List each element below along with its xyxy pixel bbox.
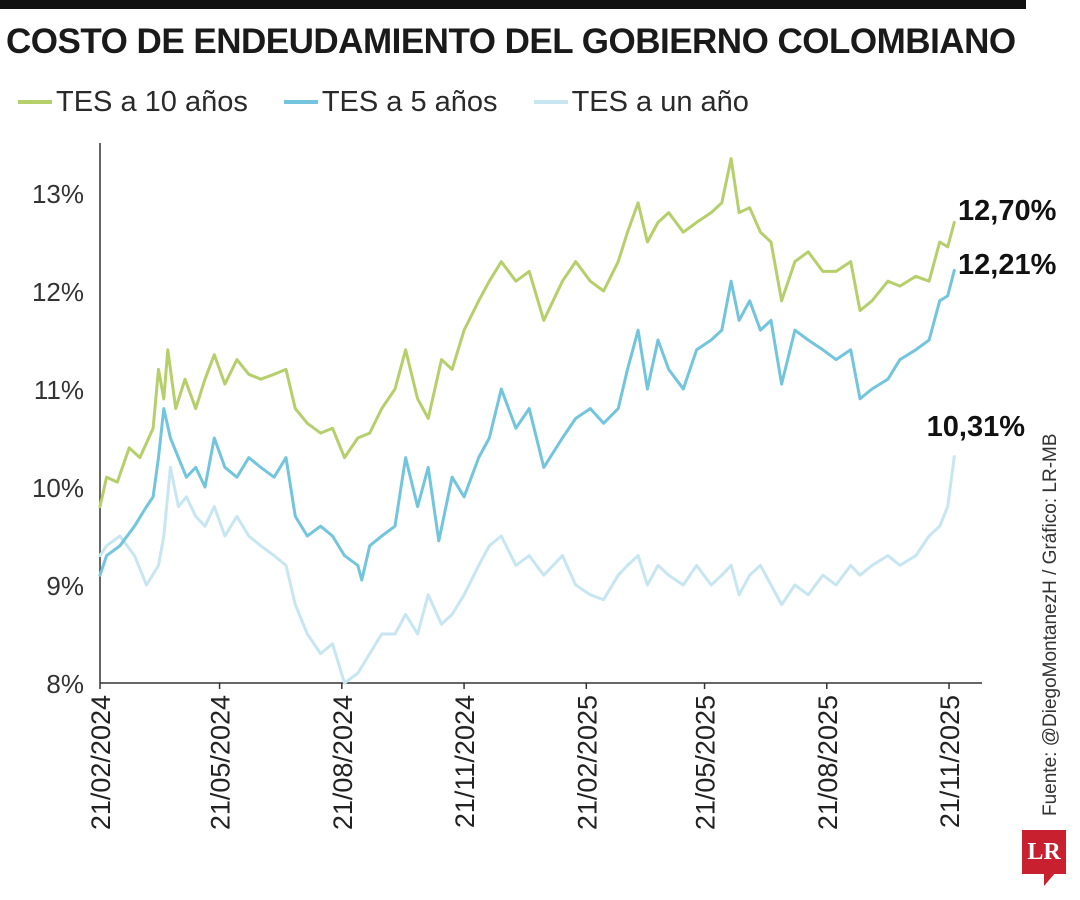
lr-logo-tail bbox=[1044, 872, 1056, 886]
legend-item-tes5: TES a 5 años bbox=[283, 85, 498, 119]
x-tick-label: 21/11/2024 bbox=[450, 695, 480, 828]
x-tick-label: 21/02/2025 bbox=[572, 695, 602, 830]
lr-logo: LR bbox=[1022, 830, 1066, 874]
x-tick-label: 21/08/2025 bbox=[813, 695, 843, 830]
legend-label-tes10: TES a 10 años bbox=[56, 85, 248, 118]
legend: TES a 10 años TES a 5 años TES a un año bbox=[18, 82, 785, 122]
top-rule bbox=[0, 0, 1026, 9]
end-label-tes1: 10,31% bbox=[927, 411, 1026, 443]
y-tick-label: 11% bbox=[34, 375, 84, 405]
y-tick-label: 13% bbox=[32, 179, 84, 209]
y-tick-label: 12% bbox=[32, 277, 84, 307]
series-line-tes10 bbox=[98, 157, 956, 509]
x-tick-label: 21/05/2025 bbox=[691, 695, 721, 830]
x-tick-label: 21/05/2024 bbox=[206, 695, 236, 830]
legend-item-tes10: TES a 10 años bbox=[18, 86, 248, 119]
y-tick-label: 9% bbox=[46, 571, 84, 601]
legend-swatch-tes10 bbox=[18, 100, 52, 104]
legend-label-tes5: TES a 5 años bbox=[321, 85, 498, 118]
chart-title: COSTO DE ENDEUDAMIENTO DEL GOBIERNO COLO… bbox=[6, 22, 1016, 61]
legend-label-tes1: TES a un año bbox=[571, 85, 749, 118]
x-tick-label: 21/08/2024 bbox=[328, 695, 358, 830]
series-line-tes5 bbox=[98, 268, 956, 582]
series-line-tes1 bbox=[98, 455, 956, 685]
source-credit: Fuente: @DiegoMontanezH / Gráfico: LR-MB bbox=[1040, 433, 1061, 816]
x-tick-label: 21/02/2024 bbox=[86, 695, 116, 830]
y-tick-label: 8% bbox=[46, 669, 84, 699]
legend-swatch-tes5 bbox=[283, 100, 318, 104]
end-label-tes5: 12,21% bbox=[958, 249, 1057, 281]
end-label-tes10: 12,70% bbox=[958, 195, 1057, 227]
x-tick-label: 21/11/2025 bbox=[935, 695, 965, 828]
legend-item-tes1: TES a un año bbox=[533, 85, 749, 119]
y-tick-label: 10% bbox=[32, 473, 84, 503]
legend-swatch-tes1 bbox=[533, 100, 568, 104]
